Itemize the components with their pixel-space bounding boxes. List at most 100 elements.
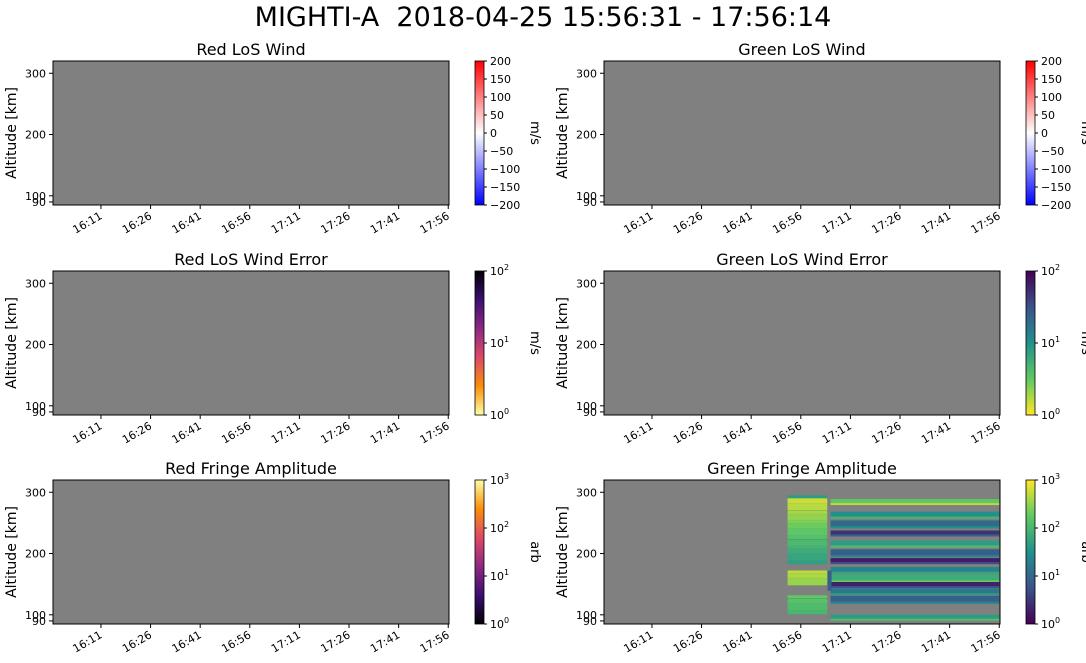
x-tick-label: 16:26 — [120, 209, 154, 236]
colorbar-tick-label: 101 — [1041, 568, 1060, 583]
plot-area — [604, 61, 1000, 205]
panel-title: Red Fringe Amplitude — [165, 459, 337, 478]
y-tick-label: 300 — [576, 486, 597, 499]
axes-frame — [52, 270, 450, 416]
data-cell — [830, 526, 1000, 529]
data-cell — [787, 560, 828, 565]
y-axis-label: Altitude [km] — [4, 297, 20, 389]
y-tick-label: 200 — [25, 339, 46, 352]
data-cell — [787, 598, 828, 604]
data-cell — [830, 618, 1000, 621]
colorbar-label: m/s — [1078, 121, 1086, 145]
data-cell — [830, 574, 1000, 581]
tick-base: 10 — [1041, 570, 1055, 583]
panel-green-fringe-amplitude: Green Fringe Amplitude30020010090Altitud… — [555, 459, 1086, 655]
x-tick-label: 17:11 — [820, 209, 854, 236]
y-tick-label: 90 — [32, 196, 46, 209]
plot-area — [53, 271, 449, 415]
x-tick-label: 17:26 — [319, 419, 353, 446]
x-tick-label: 17:11 — [269, 209, 303, 236]
data-cell — [787, 570, 828, 574]
tick-base: 10 — [490, 337, 504, 350]
data-cell — [830, 593, 1000, 596]
panel-title: Green Fringe Amplitude — [707, 459, 897, 478]
colorbar-tick-label: 101 — [1041, 335, 1060, 350]
x-tick-label: 16:26 — [671, 419, 705, 446]
tick-exponent: 2 — [504, 520, 509, 529]
colorbar-tick-label: 103 — [1041, 472, 1060, 487]
data-cell — [830, 503, 1000, 506]
colorbar-label: m/s — [1078, 331, 1086, 355]
y-tick-label: 300 — [25, 277, 46, 290]
tick-base: 10 — [490, 570, 504, 583]
data-cell — [830, 545, 1000, 548]
tick-base: 10 — [1041, 522, 1055, 535]
tick-base: 10 — [490, 618, 504, 631]
colorbar-tick-label: 100 — [490, 616, 509, 631]
x-tick-label: 16:56 — [770, 209, 804, 236]
data-cell — [787, 498, 828, 504]
colorbar-tick-label: 150 — [490, 73, 511, 86]
colorbar-tick-label: 101 — [490, 568, 509, 583]
x-tick-label: 16:11 — [71, 209, 105, 236]
x-tick-label: 17:26 — [870, 628, 904, 655]
data-cell — [787, 548, 828, 554]
x-tick-label: 17:26 — [319, 209, 353, 236]
data-cell — [830, 549, 1000, 556]
x-tick-label: 17:56 — [418, 628, 452, 655]
y-tick-label: 200 — [576, 339, 597, 352]
x-tick-label: 16:56 — [219, 419, 253, 446]
tick-exponent: 1 — [1055, 568, 1060, 577]
data-cell — [787, 578, 828, 586]
colorbar-tick-label: −200 — [490, 199, 520, 212]
axes-frame — [603, 270, 1001, 416]
y-tick-label: 90 — [32, 615, 46, 628]
colorbar-tick-label: 102 — [1041, 263, 1060, 278]
x-tick-label: 17:56 — [969, 628, 1003, 655]
y-tick-label: 200 — [576, 548, 597, 561]
y-tick-label: 200 — [25, 129, 46, 142]
data-cell — [830, 516, 1000, 519]
tick-exponent: 2 — [1055, 263, 1060, 272]
colorbar-tick-label: 100 — [1041, 91, 1062, 104]
x-tick-label: 17:11 — [820, 419, 854, 446]
colorbar-tick-label: −150 — [1041, 181, 1071, 194]
panel-title: Red LoS Wind — [196, 40, 305, 59]
x-tick-label: 17:41 — [919, 419, 953, 446]
tick-exponent: 1 — [1055, 335, 1060, 344]
data-cell — [830, 511, 1000, 517]
y-tick-label: 100 — [576, 190, 597, 203]
tick-exponent: 0 — [504, 616, 509, 625]
data-cell — [787, 610, 828, 615]
x-tick-label: 17:56 — [969, 419, 1003, 446]
data-cell — [787, 514, 828, 521]
x-tick-label: 16:11 — [71, 419, 105, 446]
colorbar-tick-label: 102 — [490, 263, 509, 278]
panel-title: Red LoS Wind Error — [174, 250, 328, 269]
x-tick-label: 16:41 — [721, 209, 755, 236]
x-tick-label: 16:56 — [770, 419, 804, 446]
data-cell — [830, 558, 1000, 563]
x-tick-label: 17:41 — [368, 209, 402, 236]
y-tick-label: 300 — [576, 277, 597, 290]
plot-area — [53, 61, 449, 205]
colorbar — [474, 270, 485, 416]
colorbar-tick-label: 200 — [1041, 55, 1062, 68]
tick-exponent: 3 — [504, 472, 509, 481]
plot-area — [53, 480, 449, 624]
data-cell — [830, 614, 1000, 619]
x-tick-label: 17:41 — [919, 209, 953, 236]
tick-base: 10 — [490, 409, 504, 422]
colorbar — [474, 479, 485, 625]
x-tick-label: 17:41 — [368, 419, 402, 446]
data-cell — [787, 528, 828, 536]
colorbar-tick-label: 100 — [1041, 616, 1060, 631]
data-cell — [787, 539, 828, 546]
y-tick-label: 200 — [25, 548, 46, 561]
x-tick-label: 17:26 — [870, 419, 904, 446]
x-tick-label: 16:26 — [671, 628, 705, 655]
data-cell — [787, 495, 828, 499]
y-tick-label: 90 — [583, 406, 597, 419]
data-cell — [787, 553, 828, 561]
